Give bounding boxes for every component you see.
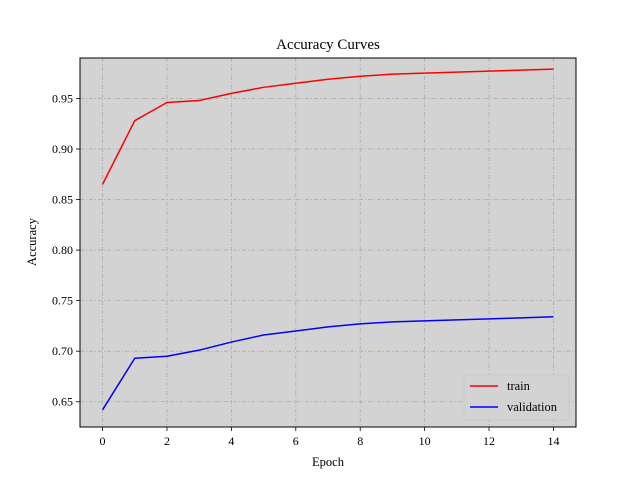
x-tick-label: 14 [547,434,559,448]
y-tick-label: 0.65 [52,395,73,409]
y-axis-ticks: 0.65 0.70 0.75 0.80 0.85 0.90 0.95 [52,91,80,409]
x-axis-label: Epoch [312,455,345,469]
legend-label-train: train [507,379,531,393]
y-tick-label: 0.75 [52,294,73,308]
grid-lines [80,58,576,427]
x-tick-label: 2 [164,434,170,448]
plot-frame [79,57,577,428]
chart-title: Accuracy Curves [276,37,380,53]
x-axis-ticks: 0 2 4 6 8 10 12 14 [100,427,559,448]
y-tick-label: 0.70 [52,344,73,358]
x-tick-label: 4 [228,434,234,448]
x-tick-label: 8 [357,434,363,448]
y-tick-label: 0.80 [52,243,73,257]
y-axis-label: Accuracy [25,217,39,266]
series-line-train [101,68,554,185]
y-tick-label: 0.85 [52,193,73,207]
legend: train validation [463,374,570,421]
y-tick-label: 0.90 [52,142,73,156]
series-lines [101,68,554,411]
y-tick-label: 0.95 [52,91,73,105]
series-line-validation [101,316,554,411]
x-tick-label: 10 [419,434,431,448]
x-tick-label: 12 [483,434,495,448]
x-tick-label: 0 [100,434,106,448]
legend-label-validation: validation [507,400,558,414]
x-tick-label: 6 [293,434,299,448]
plot-background [80,58,576,427]
